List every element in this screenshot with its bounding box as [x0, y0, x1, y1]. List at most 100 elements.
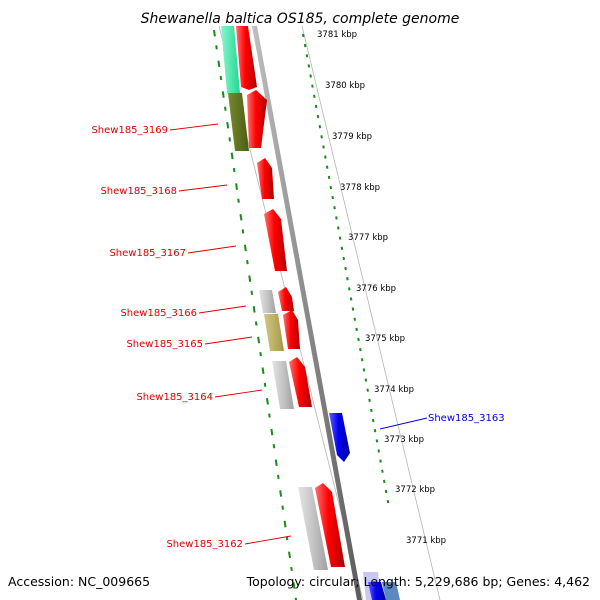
tick-mark — [307, 64, 311, 68]
tick-mark — [254, 321, 258, 326]
tick-mark — [320, 135, 323, 139]
tick-mark — [277, 474, 280, 480]
genome-backbone — [252, 26, 362, 600]
tick-mark — [232, 167, 236, 173]
gene-label-shew185-3169[interactable]: Shew185_3169 — [91, 125, 168, 136]
genome-summary-text: Topology: circular; Length: 5,229,686 bp… — [246, 574, 590, 589]
tick-mark — [318, 125, 322, 129]
tick-mark — [386, 500, 390, 504]
tick-mark — [342, 256, 345, 261]
tick-mark — [384, 489, 388, 494]
left-tick-marks — [213, 29, 298, 600]
tick-mark — [215, 45, 218, 50]
gene-arrow-shew185-3163 — [329, 413, 350, 462]
gene-label-shew185-3164[interactable]: Shew185_3164 — [136, 392, 213, 403]
tick-mark — [257, 336, 261, 344]
tick-mark — [348, 287, 351, 291]
tick-mark — [235, 183, 238, 190]
tick-mark — [371, 418, 375, 423]
tick-mark — [221, 91, 225, 98]
map-title: Shewanella baltica OS185, complete genom… — [141, 11, 460, 27]
tick-mark — [270, 428, 274, 436]
tick-mark — [316, 114, 320, 119]
tick-mark — [322, 145, 325, 149]
gene-arrow-shew185-3166 — [278, 287, 294, 311]
kbp-label: 3774 kbp — [374, 385, 414, 395]
tick-mark — [338, 236, 342, 240]
tick-mark — [366, 388, 369, 392]
gene-arrows — [236, 26, 400, 600]
tick-mark — [274, 459, 278, 467]
gene-arrow-shew185-3162 — [315, 483, 345, 567]
kbp-label: 3776 kbp — [356, 284, 396, 294]
gene-arrow-bottom-blue — [368, 582, 386, 600]
tick-mark — [243, 244, 247, 252]
tick-mark — [377, 449, 380, 453]
tick-mark — [219, 75, 223, 81]
tick-mark — [263, 382, 267, 387]
tick-mark — [303, 43, 307, 48]
tick-mark — [362, 368, 366, 372]
gene-label-shew185-3162[interactable]: Shew185_3162 — [166, 539, 243, 550]
tick-mark — [217, 60, 221, 68]
tick-mark — [325, 165, 329, 169]
tick-mark — [261, 367, 265, 375]
gene-block-bottom-steelblue — [382, 582, 400, 600]
kbp-label: 3771 kbp — [406, 536, 446, 546]
tick-mark — [329, 185, 333, 190]
tick-mark — [337, 226, 340, 230]
leader-line-shew185-3165 — [204, 336, 253, 345]
gene-arrow-shew185-3165 — [283, 310, 300, 349]
cog-block-mint — [221, 26, 240, 93]
kbp-label: 3780 kbp — [325, 81, 365, 91]
tick-mark — [226, 121, 230, 129]
gene-label-shew185-3165[interactable]: Shew185_3165 — [126, 339, 203, 350]
tick-mark — [228, 137, 231, 142]
leader-line-shew185-3164 — [214, 389, 263, 398]
tick-mark — [327, 175, 331, 179]
tick-mark — [355, 327, 358, 331]
tick-mark — [375, 439, 379, 443]
right-tick-marks — [302, 33, 390, 504]
leader-line-shew185-3162 — [244, 535, 292, 545]
tick-mark — [237, 198, 240, 203]
tick-mark — [314, 104, 318, 109]
tick-mark — [351, 307, 355, 311]
tick-mark — [359, 348, 362, 352]
tick-mark — [230, 152, 234, 160]
gene-label-shew185-3163[interactable]: Shew185_3163 — [428, 413, 505, 424]
tick-mark — [250, 290, 254, 295]
tick-mark — [346, 277, 349, 281]
leader-line-shew185-3163 — [379, 417, 428, 430]
tick-mark — [357, 337, 360, 342]
tick-mark — [246, 259, 249, 265]
leader-line-shew185-3169 — [169, 123, 219, 131]
cog-block-grey-3164 — [272, 361, 294, 409]
tick-mark — [383, 479, 386, 484]
tick-mark — [381, 469, 384, 473]
tick-mark — [370, 408, 373, 413]
tick-mark — [364, 378, 368, 382]
tick-mark — [290, 566, 293, 572]
tick-mark — [241, 229, 245, 234]
cog-block-khaki-3165 — [264, 314, 284, 351]
kbp-axis: 3781 kbp 3780 kbp 3779 kbp 3778 kbp 3777… — [317, 30, 446, 546]
tick-mark — [259, 352, 262, 357]
leader-line-shew185-3166 — [198, 305, 247, 314]
gene-label-shew185-3168[interactable]: Shew185_3168 — [100, 186, 177, 197]
tick-mark — [360, 358, 364, 362]
tick-mark — [224, 106, 227, 111]
kbp-label: 3781 kbp — [317, 30, 357, 40]
tick-mark — [333, 206, 336, 210]
gene-label-shew185-3166[interactable]: Shew185_3166 — [120, 308, 197, 319]
gene-label-lines — [169, 123, 428, 545]
gene-label-shew185-3167[interactable]: Shew185_3167 — [109, 248, 186, 259]
kbp-label: 3777 kbp — [348, 233, 388, 243]
accession-text: Accession: NC_009665 — [8, 574, 151, 589]
tick-mark — [353, 317, 357, 321]
cog-block-grey-3166 — [259, 290, 276, 313]
gene-arrow-shew185-3169 — [247, 90, 267, 148]
kbp-label: 3778 kbp — [340, 183, 380, 193]
kbp-label: 3775 kbp — [365, 334, 405, 344]
